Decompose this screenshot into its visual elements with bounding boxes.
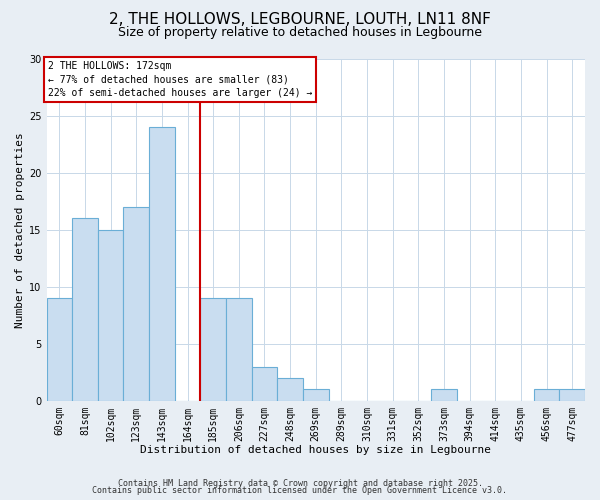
Bar (149, 128, 175, 400)
Text: 2, THE HOLLOWS, LEGBOURNE, LOUTH, LN11 8NF: 2, THE HOLLOWS, LEGBOURNE, LOUTH, LN11 8… (109, 12, 491, 28)
Y-axis label: Number of detached properties: Number of detached properties (15, 132, 25, 328)
Bar (277, 378, 303, 400)
Bar (251, 366, 277, 400)
Text: Contains public sector information licensed under the Open Government Licence v3: Contains public sector information licen… (92, 486, 508, 495)
X-axis label: Distribution of detached houses by size in Legbourne: Distribution of detached houses by size … (140, 445, 491, 455)
Bar (559, 390, 585, 400)
Bar (226, 298, 251, 400)
Bar (431, 390, 457, 400)
Text: Size of property relative to detached houses in Legbourne: Size of property relative to detached ho… (118, 26, 482, 39)
Bar (200, 298, 226, 400)
Bar (303, 390, 329, 400)
Bar (124, 207, 149, 400)
Bar (72, 218, 98, 400)
Text: Contains HM Land Registry data © Crown copyright and database right 2025.: Contains HM Land Registry data © Crown c… (118, 478, 482, 488)
Bar (98, 230, 124, 400)
Bar (534, 390, 559, 400)
Text: 2 THE HOLLOWS: 172sqm
← 77% of detached houses are smaller (83)
22% of semi-deta: 2 THE HOLLOWS: 172sqm ← 77% of detached … (48, 62, 312, 98)
Bar (47, 298, 72, 400)
